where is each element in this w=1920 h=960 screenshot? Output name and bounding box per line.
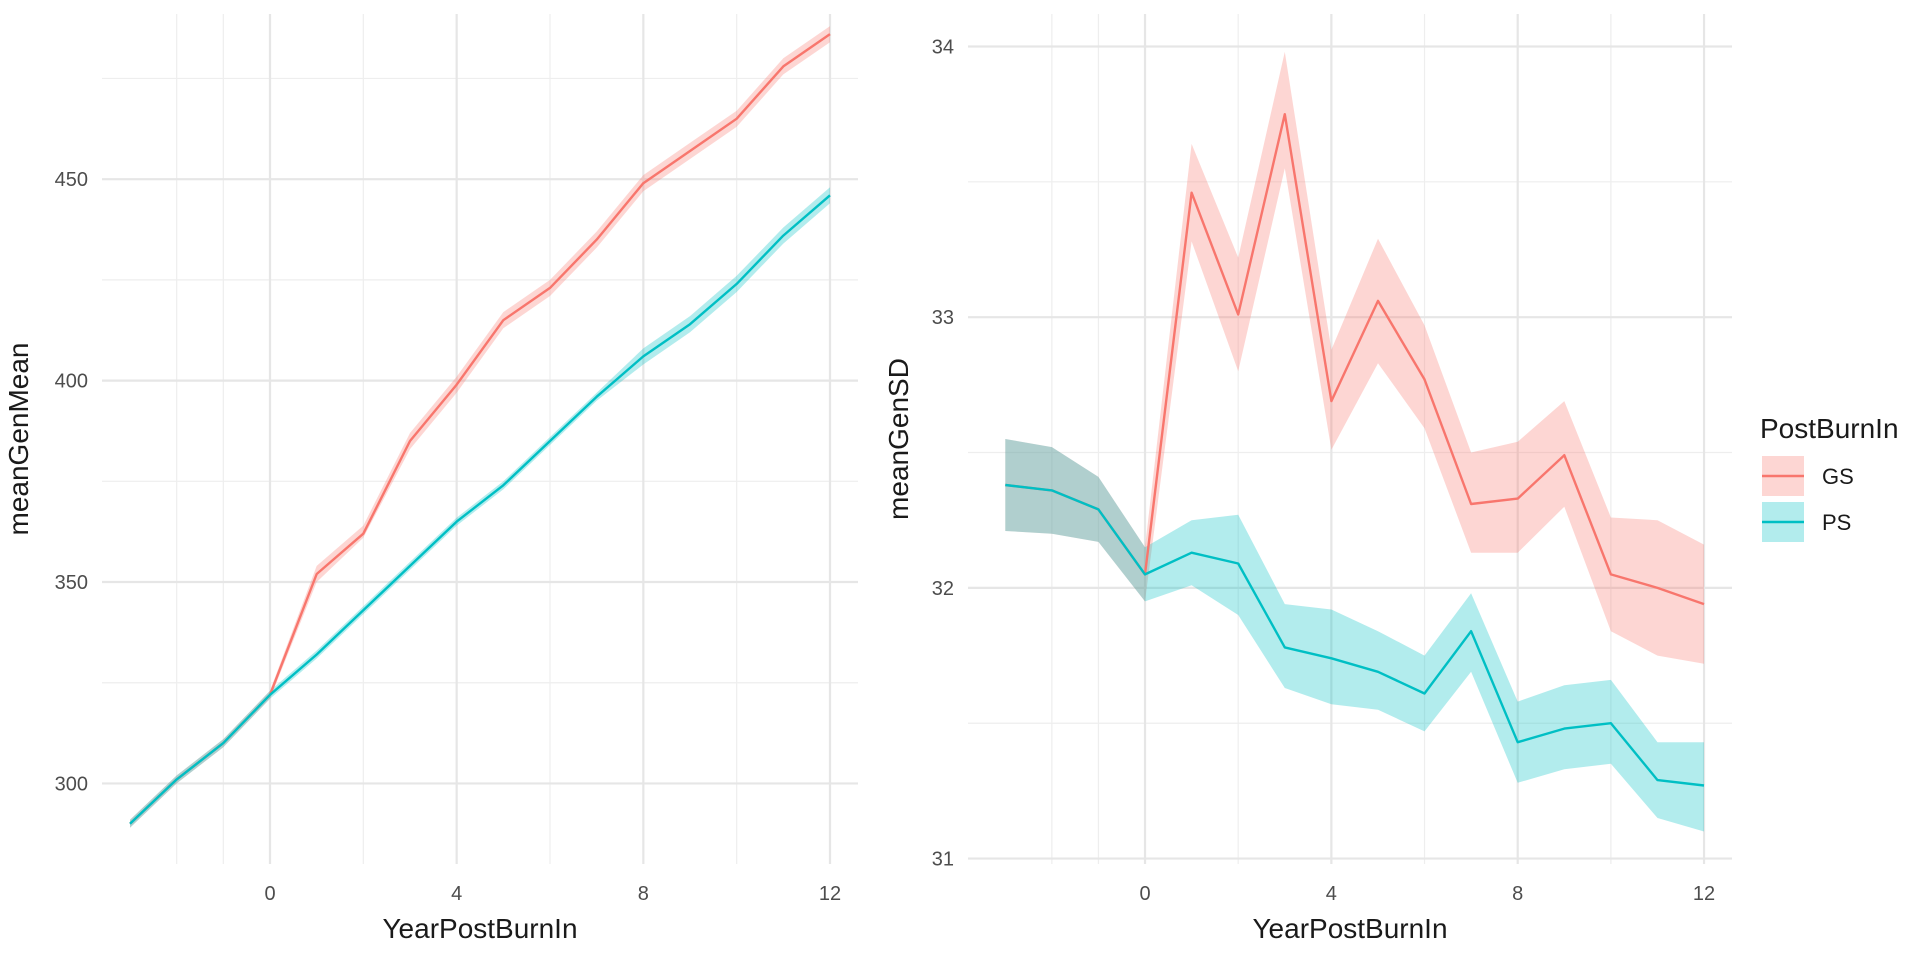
- legend-title: PostBurnIn: [1760, 413, 1899, 444]
- ribbon-gs: [1005, 51, 1704, 664]
- panel-mean-gen-sd: 31 32 33 34 0 4 8 12 YearPostBurnIn meanGenSD: [883, 14, 1732, 944]
- panel-mean-gen-mean: 300 350 400 450 0 4 8 12 YearPostBurnIn meanGenMe…: [3, 14, 858, 944]
- y-tick-label: 34: [932, 36, 954, 58]
- x-tick-label: 8: [1512, 883, 1523, 905]
- y-tick-label: 33: [932, 307, 954, 329]
- legend-label-ps: PS: [1822, 510, 1851, 535]
- x-tick-label: 12: [1693, 883, 1715, 905]
- y-tick-label: 350: [55, 572, 88, 594]
- y-tick-label: 300: [55, 773, 88, 795]
- y-tick-label: 32: [932, 578, 954, 600]
- y-tick-label: 400: [55, 371, 88, 393]
- series-line-gs: [129, 33, 831, 825]
- ribbon-gs: [130, 26, 830, 828]
- y-axis-title: meanGenMean: [3, 342, 34, 535]
- x-tick-label: 0: [264, 883, 275, 905]
- series-line-ps: [1005, 483, 1705, 787]
- y-axis-title: meanGenSD: [883, 358, 914, 520]
- x-tick-label: 4: [451, 883, 462, 905]
- series-line-ps: [129, 194, 831, 825]
- x-tick-label: 0: [1139, 883, 1150, 905]
- legend: PostBurnIn GS PS: [1760, 413, 1899, 542]
- x-tick-label: 8: [638, 883, 649, 905]
- ribbon-ps: [1005, 439, 1704, 832]
- x-tick-label: 4: [1326, 883, 1337, 905]
- x-axis-title: YearPostBurnIn: [382, 913, 577, 944]
- y-tick-label: 450: [55, 169, 88, 191]
- x-axis-title: YearPostBurnIn: [1252, 913, 1447, 944]
- x-tick-label: 12: [819, 883, 841, 905]
- y-tick-label: 31: [932, 849, 954, 871]
- legend-label-gs: GS: [1822, 464, 1854, 489]
